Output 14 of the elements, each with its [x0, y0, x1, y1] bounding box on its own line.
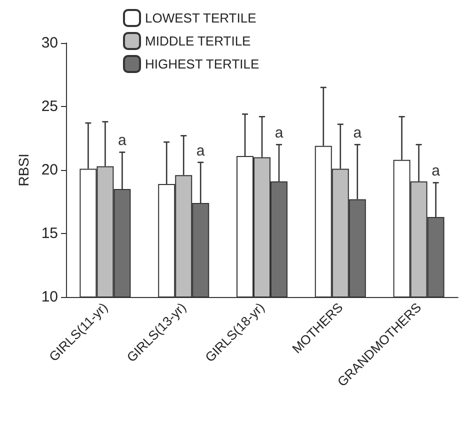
y-tick-label: 20: [41, 162, 58, 178]
legend-label: HIGHEST TERTILE: [145, 56, 260, 72]
y-axis-title: RBSI: [15, 154, 32, 186]
legend-label: MIDDLE TERTILE: [145, 34, 252, 48]
legend-label: LOWEST TERTILE: [145, 10, 257, 26]
annotation: a: [353, 124, 362, 142]
annotation: a: [196, 142, 206, 160]
annotation: a: [118, 132, 128, 150]
annotation: a: [432, 162, 441, 180]
y-tick-label: 25: [41, 98, 58, 115]
y-tick-label: 30: [41, 34, 58, 52]
annotation: a: [274, 124, 284, 142]
y-tick-label: 10: [41, 288, 58, 306]
y-tick-label: 15: [41, 225, 58, 242]
